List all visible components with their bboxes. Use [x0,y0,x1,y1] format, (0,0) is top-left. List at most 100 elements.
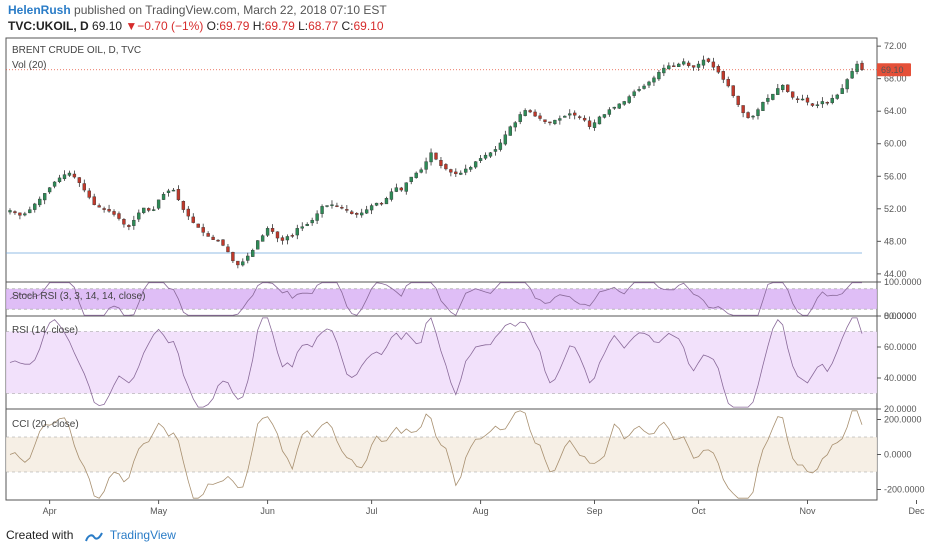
price-pane[interactable] [5,37,878,283]
candle [206,231,210,237]
candle-body [825,102,830,104]
candle-body [379,202,384,205]
candle [459,170,463,176]
candle [786,84,790,93]
candle-body [384,198,389,205]
candle-body [28,209,32,214]
candle [795,96,800,103]
stoch-y-tick-label: 0.0000 [884,311,912,321]
candle [652,75,656,86]
candle-body [369,205,374,211]
candle [855,60,859,75]
candle-body [830,97,834,104]
candle [355,212,359,218]
x-tick-label: Sep [587,506,603,516]
candle [766,94,770,105]
candle-body [241,261,245,266]
author-name[interactable]: HelenRush [8,3,71,17]
candle [280,235,285,245]
candle-body [112,211,116,215]
x-tick-label: Dec [908,506,925,516]
candle [429,148,433,166]
candle-body [176,189,181,201]
candle [696,60,701,71]
candle [305,222,309,227]
candle-body [151,209,156,211]
candle-body [845,79,849,90]
candle [726,76,730,88]
candle-body [67,172,72,176]
candle [236,260,240,269]
candle-body [221,239,225,246]
tradingview-brand-link[interactable]: TradingView [109,528,176,542]
candle [290,233,295,238]
candle-body [246,255,250,261]
candle [711,57,716,71]
last-price: 69.10 [92,19,123,33]
candle [731,85,735,98]
candle-body [795,98,800,101]
candle-body [647,81,651,86]
ohlc-line: TVC:UKOIL, D 69.10 ▼−0.70 (−1%) O:69.79 … [8,19,384,33]
candle-body [409,176,413,182]
candle-body [226,246,230,253]
candle-body [815,104,820,106]
candle [181,200,186,213]
candle-body [251,250,255,257]
candle [13,210,17,215]
candle-body [201,227,205,233]
candle-body [558,118,562,121]
candle [751,115,755,120]
candle-body [325,205,329,207]
cci-title: CCI (20, close) [12,419,79,430]
candle [117,211,121,221]
candle-body [523,110,527,116]
candle [67,170,72,177]
candle [350,210,354,215]
candle [746,111,750,119]
candle [736,95,740,108]
candle-body [444,164,448,170]
candle-body [364,209,369,214]
candle-body [295,228,299,236]
candle-body [538,115,542,119]
candle [310,217,314,226]
candle [647,80,651,88]
candle-body [315,213,319,221]
cci-y-tick-label: 200.0000 [884,415,922,425]
candle [627,94,631,104]
candle-body [419,169,423,173]
stoch-y-tick-label: 100.0000 [884,277,922,287]
rsi-band [6,331,877,394]
candle [756,107,760,120]
candle-body [82,183,86,191]
candle-body [285,236,290,241]
price-chart-title: BRENT CRUDE OIL, D, TVC [12,45,141,56]
candle-body [751,115,755,118]
candle-body [211,236,215,240]
cci-y-tick-label: -200.0000 [884,485,925,495]
rsi-title: RSI (14, close) [12,325,78,336]
candle [419,167,423,174]
candle [488,152,493,158]
candle [642,83,646,90]
candle-body [72,173,77,178]
candle [860,60,864,72]
candle-body [439,160,443,166]
candle [776,83,780,95]
candle [107,204,111,213]
last-price-tag-label: 69.10 [881,65,904,75]
candle [33,202,37,213]
candle-body [196,223,200,228]
candle [553,119,557,126]
candle-body [855,63,859,72]
candle [82,179,86,193]
candle [176,185,181,202]
candle-body [57,177,62,183]
candle-body [681,61,686,65]
candle [414,171,418,179]
low-value: 68.77 [308,19,339,33]
candle [166,188,171,197]
candle-body [493,149,498,152]
